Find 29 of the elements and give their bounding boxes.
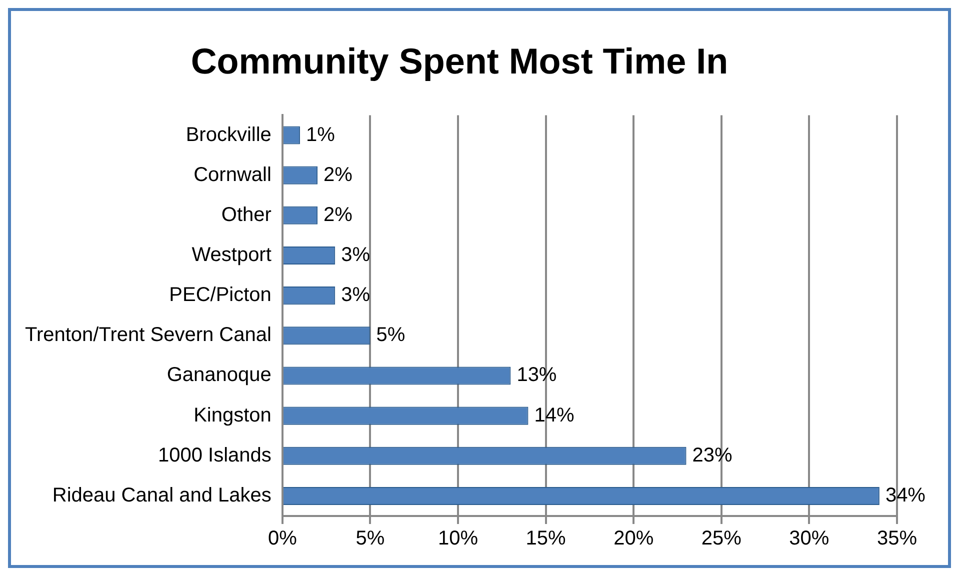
data-label: 14% [534, 404, 574, 426]
x-tick-label: 5% [356, 528, 385, 550]
y-tick-label: Other [221, 204, 272, 226]
data-label: 3% [341, 244, 370, 266]
x-tick-label: 30% [789, 528, 830, 550]
x-tick-label: 15% [526, 528, 566, 550]
y-tick-label: 1000 Islands [158, 444, 272, 466]
data-label: 3% [341, 284, 370, 306]
data-label: 23% [692, 444, 733, 466]
y-tick-label: Kingston [194, 404, 272, 426]
y-tick-label: Westport [192, 244, 272, 266]
y-tick-label: Rideau Canal and Lakes [52, 484, 272, 506]
data-label: 2% [324, 164, 353, 186]
y-tick-label: Cornwall [194, 164, 272, 186]
y-tick-label: PEC/Picton [169, 284, 272, 306]
x-tick-label: 35% [876, 528, 918, 550]
data-label: 5% [376, 324, 406, 346]
y-tick-label: Brockville [186, 124, 272, 146]
x-tick-label: 20% [614, 528, 654, 550]
data-label: 1% [306, 124, 336, 146]
y-tick-label: Gananoque [166, 364, 272, 386]
y-tick-label: Trenton/Trent Severn Canal [24, 324, 272, 346]
x-tick-label: 10% [438, 528, 478, 550]
x-tick-label: 0% [268, 528, 298, 550]
data-label: 13% [516, 364, 557, 386]
data-label: 2% [324, 204, 353, 226]
chart-title: Community Spent Most Time In [190, 40, 728, 82]
x-tick-label: 25% [701, 528, 742, 550]
data-label: 34% [885, 484, 926, 506]
